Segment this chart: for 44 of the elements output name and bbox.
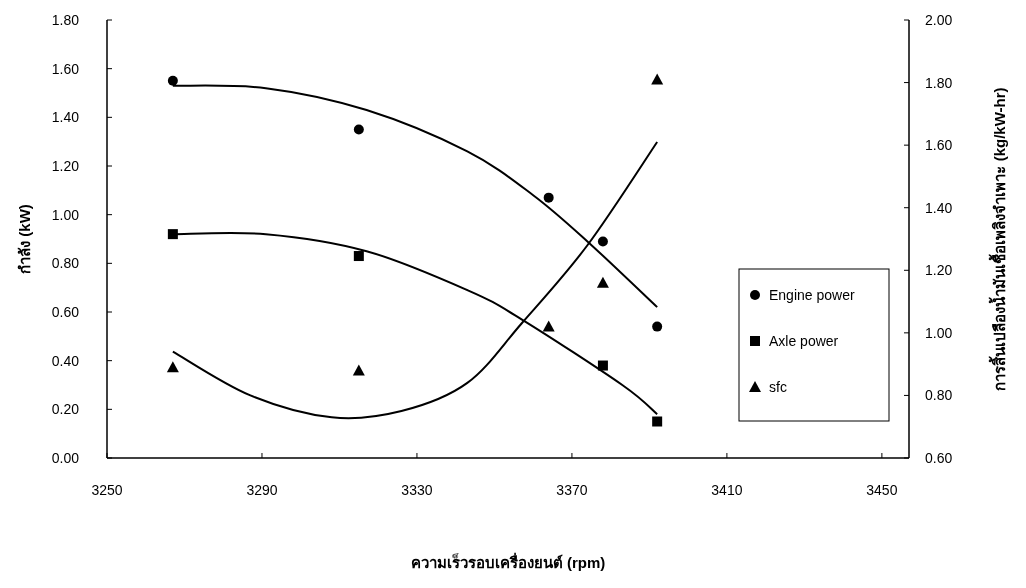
point [353, 251, 364, 262]
y2-tick-label: 1.20 [925, 262, 953, 279]
y2-tick-label: 0.80 [925, 387, 953, 404]
x-tick-label: 3290 [246, 482, 278, 498]
y-tick-label: 1.40 [51, 109, 80, 126]
y2-tick-label: 1.40 [925, 199, 953, 216]
legend-label: sfc [769, 379, 787, 395]
point [597, 360, 608, 371]
y-tick-label: 0.60 [51, 304, 80, 320]
point [542, 320, 555, 332]
y-tick-label: 1.20 [51, 158, 80, 174]
point [166, 361, 179, 373]
y-tick-label: 1.80 [51, 12, 80, 28]
point [652, 416, 663, 427]
y2-tick-label: 1.00 [925, 324, 953, 341]
point [596, 276, 609, 288]
x-tick-label: 3250 [91, 482, 123, 498]
point [543, 192, 554, 203]
y-axis-title: กำลัง (kW) [16, 204, 33, 274]
point [352, 364, 365, 376]
point [353, 124, 364, 135]
x-axis-title: ความเร็วรอบเครื่องยนต์ (rpm) [410, 552, 606, 571]
x-tick-label: 3370 [556, 482, 588, 498]
x-tick-label: 3410 [711, 482, 743, 498]
y2-axis-title: การสิ้นเปลืองน้ำมันเชื้อเพลิงจำเพาะ (kg/kW-hr) [988, 87, 1008, 391]
point [167, 75, 178, 86]
point [597, 236, 608, 247]
x-tick-label: 3330 [401, 482, 433, 498]
y-tick-label: 0.80 [51, 255, 80, 272]
y2-tick-label: 1.80 [925, 74, 953, 91]
y2-tick-label: 0.60 [925, 450, 953, 466]
point [651, 73, 664, 85]
point [167, 229, 178, 240]
y2-tick-label: 1.60 [925, 137, 953, 154]
legend-label: Axle power [769, 333, 839, 349]
y2-tick-label: 2.00 [925, 12, 953, 28]
y-tick-label: 0.00 [51, 450, 80, 466]
y-tick-label: 1.60 [51, 60, 80, 77]
point [652, 321, 663, 332]
legend-label: Engine power [769, 287, 855, 303]
y-tick-label: 0.40 [51, 352, 80, 369]
y-tick-label: 1.00 [51, 206, 80, 223]
y-tick-label: 0.20 [51, 401, 80, 418]
x-tick-label: 3450 [866, 482, 898, 498]
